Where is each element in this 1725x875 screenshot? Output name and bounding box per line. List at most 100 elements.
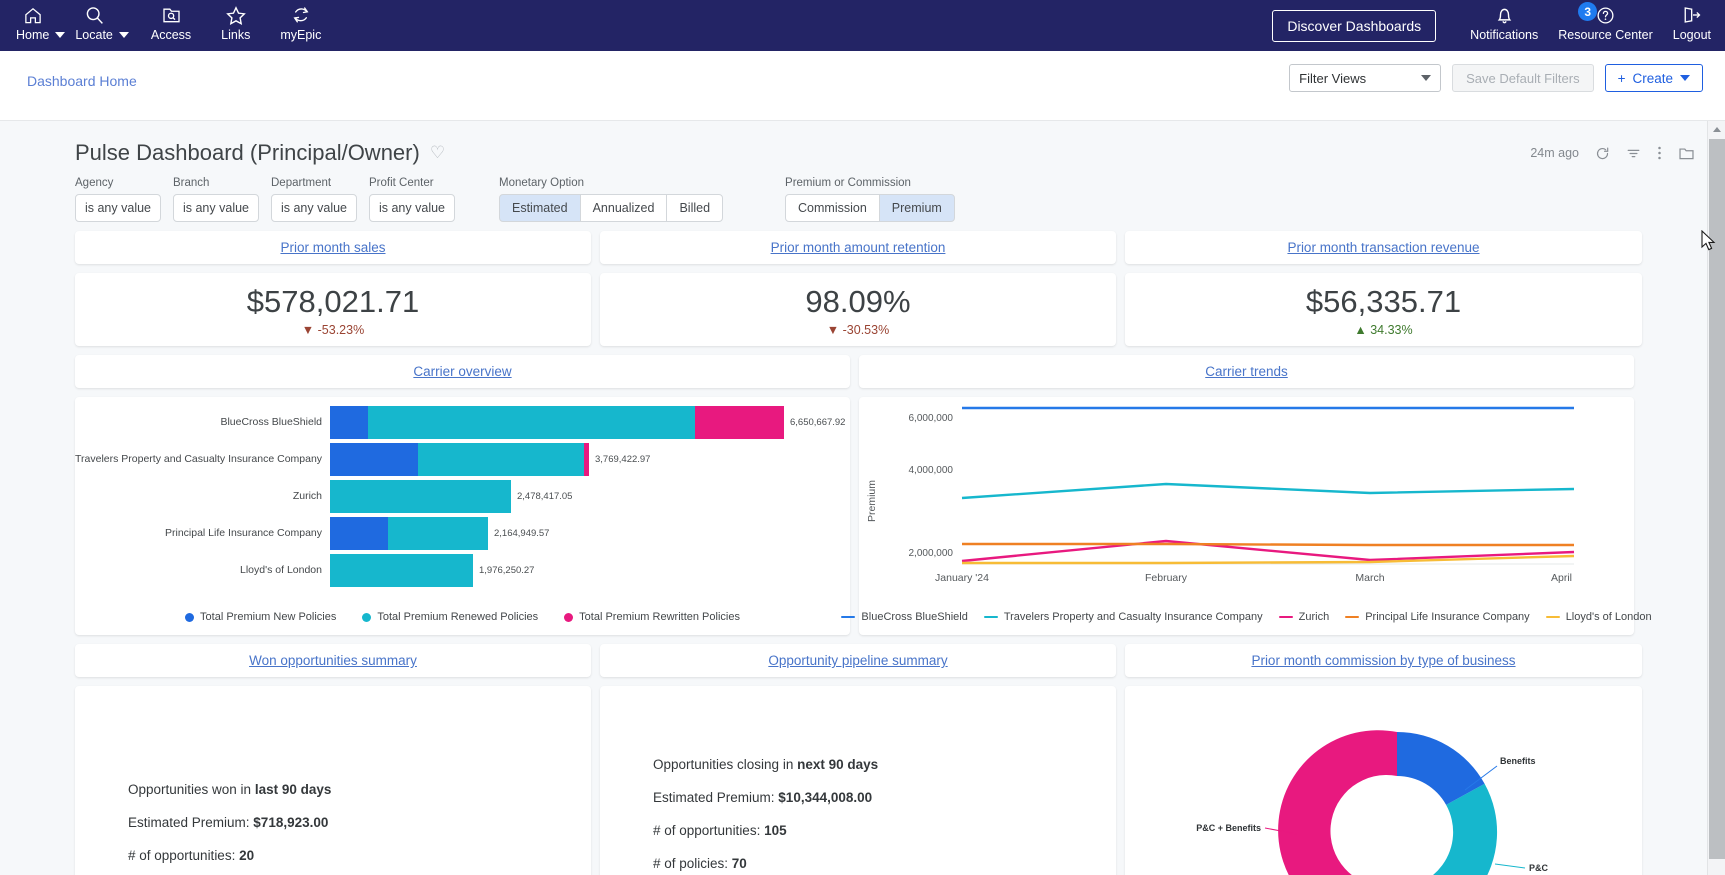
- nav-item-home[interactable]: Home: [6, 0, 59, 43]
- folder-icon[interactable]: [1678, 146, 1695, 161]
- filter-icon[interactable]: [1626, 146, 1641, 161]
- chevron-down-icon-home[interactable]: [55, 32, 66, 38]
- bar-row[interactable]: Lloyd's of London 1,976,250.27: [75, 553, 850, 587]
- kpi-delta-value-prior-month-transaction-revenue: 34.33%: [1370, 322, 1413, 337]
- filter-views-select-value: Filter Views: [1299, 70, 1367, 86]
- bar-segment-renewed: [368, 405, 695, 439]
- bar-row[interactable]: Principal Life Insurance Company 2,164,9…: [75, 516, 850, 550]
- bar-segment-new: [330, 405, 368, 439]
- donut-callout-label-benefits: Benefits: [1500, 756, 1536, 766]
- legend-item[interactable]: Travelers Property and Casualty Insuranc…: [983, 611, 1263, 623]
- carrier-title-row: Carrier overview Carrier trends: [75, 355, 1666, 388]
- line-chart-plot-area: Premium 6,000,000 4,000,000 2,000,000: [859, 401, 1634, 601]
- filter-monetary-option: Monetary Option Estimated Annualized Bil…: [499, 177, 724, 222]
- filter-views-select[interactable]: Filter Views: [1289, 64, 1442, 92]
- line-series-zurich: [961, 539, 1575, 563]
- won-summary-line-2b: $718,923.00: [253, 815, 329, 830]
- nav-item-access[interactable]: Access: [141, 0, 201, 43]
- tile-title-won-opportunities-summary: Won opportunities summary: [75, 644, 591, 677]
- kebab-menu-icon[interactable]: [1657, 145, 1662, 161]
- bar-segment-rewritten: [584, 442, 589, 476]
- legend-item[interactable]: Lloyd's of London: [1545, 611, 1652, 623]
- monetary-option-estimated[interactable]: Estimated: [499, 194, 581, 222]
- chevron-down-icon-locate[interactable]: [118, 32, 129, 38]
- bar-row[interactable]: BlueCross BlueShield 6,650,667.92: [75, 405, 850, 439]
- heart-icon[interactable]: ♡: [429, 143, 446, 162]
- donut-callout-line-pc: [1494, 863, 1526, 869]
- vertical-scrollbar[interactable]: [1707, 121, 1725, 875]
- legend-label: Total Premium New Policies: [200, 611, 337, 623]
- x-tick-label: January '24: [935, 572, 989, 584]
- monetary-option-annualized[interactable]: Annualized: [579, 194, 668, 222]
- nav-item-home-label: Home: [16, 28, 50, 42]
- pipeline-summary-line-4b: 70: [731, 856, 747, 871]
- nav-item-links-label: Links: [221, 28, 251, 42]
- bar-label: Zurich: [292, 490, 322, 502]
- link-prior-month-sales[interactable]: Prior month sales: [280, 240, 386, 255]
- chart-carrier-trends[interactable]: Premium 6,000,000 4,000,000 2,000,000: [841, 397, 1652, 635]
- premium-or-commission-commission[interactable]: Commission: [785, 194, 880, 222]
- nav-item-logout[interactable]: Logout: [1663, 0, 1721, 43]
- link-carrier-overview[interactable]: Carrier overview: [413, 364, 512, 379]
- bar-segment-new: [330, 516, 388, 550]
- panel-won-opportunities-summary[interactable]: Opportunities won in last 90 days Estima…: [75, 686, 591, 875]
- scroll-up-arrow-icon[interactable]: [1708, 121, 1725, 137]
- legend-item[interactable]: Total Premium Rewritten Policies: [564, 611, 740, 623]
- breadcrumb-dashboard-home[interactable]: Dashboard Home: [27, 73, 137, 89]
- bar-row[interactable]: Zurich 2,478,417.05: [75, 479, 850, 513]
- link-won-opportunities-summary[interactable]: Won opportunities summary: [249, 653, 417, 668]
- link-carrier-trends[interactable]: Carrier trends: [1205, 364, 1288, 379]
- link-prior-month-transaction-revenue[interactable]: Prior month transaction revenue: [1287, 240, 1480, 255]
- bar-row[interactable]: Travelers Property and Casualty Insuranc…: [75, 442, 850, 476]
- bar-total-label: 1,976,250.27: [479, 564, 535, 576]
- legend-item[interactable]: Zurich: [1278, 611, 1329, 623]
- legend-item[interactable]: Total Premium New Policies: [185, 611, 336, 623]
- bar-track: 6,650,667.92: [330, 405, 850, 439]
- nav-group-home[interactable]: Home: [6, 0, 66, 43]
- legend-swatch-icon: [983, 615, 998, 619]
- link-opportunity-pipeline-summary[interactable]: Opportunity pipeline summary: [768, 653, 948, 668]
- create-button[interactable]: + Create: [1604, 64, 1703, 92]
- bar-segment-new: [330, 442, 418, 476]
- monetary-option-billed[interactable]: Billed: [666, 194, 724, 222]
- filter-agency-input[interactable]: is any value: [75, 194, 161, 222]
- pipeline-summary-line-1a: Opportunities closing in: [653, 757, 798, 772]
- chart-prior-month-commission-by-type-of-business[interactable]: Benefits P&C P&C + Benefits: [1125, 686, 1642, 875]
- legend-item[interactable]: BlueCross BlueShield: [841, 611, 968, 623]
- x-tick-label: March: [1355, 572, 1384, 584]
- nav-item-myepic[interactable]: myEpic: [270, 0, 331, 43]
- line-series-travelers: [961, 482, 1575, 500]
- nav-item-notifications-label: Notifications: [1470, 28, 1539, 42]
- nav-item-resource-center[interactable]: 3 Resource Center: [1548, 0, 1663, 43]
- filter-premium-or-commission: Premium or Commission Commission Premium: [785, 177, 955, 222]
- kpi-value-prior-month-sales: $578,021.71: [246, 283, 420, 319]
- legend-item[interactable]: Total Premium Renewed Policies: [362, 611, 538, 623]
- page-title-text: Pulse Dashboard (Principal/Owner): [75, 140, 420, 165]
- nav-item-notifications[interactable]: Notifications: [1460, 0, 1548, 43]
- legend-item[interactable]: Principal Life Insurance Company: [1345, 611, 1530, 623]
- nav-item-links[interactable]: Links: [211, 0, 260, 43]
- legend-label: Travelers Property and Casualty Insuranc…: [1003, 611, 1263, 623]
- save-default-filters-button[interactable]: Save Default Filters: [1452, 64, 1594, 92]
- question-icon: [1595, 4, 1616, 26]
- filter-branch-input[interactable]: is any value: [173, 194, 259, 222]
- nav-group-locate[interactable]: Locate: [65, 0, 129, 43]
- legend-swatch-icon: [1278, 615, 1293, 619]
- chart-carrier-overview[interactable]: BlueCross BlueShield 6,650,667.92 Travel…: [75, 397, 850, 635]
- link-prior-month-commission[interactable]: Prior month commission by type of busine…: [1251, 653, 1516, 668]
- refresh-icon[interactable]: [1595, 146, 1610, 161]
- y-axis-label: Premium: [866, 480, 878, 522]
- premium-or-commission-premium[interactable]: Premium: [878, 194, 955, 222]
- panel-opportunity-pipeline-summary[interactable]: Opportunities closing in next 90 days Es…: [600, 686, 1116, 875]
- discover-dashboards-button[interactable]: Discover Dashboards: [1272, 10, 1437, 42]
- bar-total-label: 3,769,422.97: [595, 453, 651, 465]
- bar-label: BlueCross BlueShield: [220, 416, 322, 428]
- won-summary-line-1a: Opportunities won in: [128, 782, 255, 797]
- link-prior-month-amount-retention[interactable]: Prior month amount retention: [770, 240, 946, 255]
- nav-item-locate[interactable]: Locate: [65, 0, 123, 43]
- filter-profit-center-input[interactable]: is any value: [369, 194, 455, 222]
- filter-department-input[interactable]: is any value: [271, 194, 357, 222]
- scrollbar-thumb[interactable]: [1709, 139, 1725, 859]
- y-tick-label: 4,000,000: [909, 465, 954, 476]
- x-tick-label: February: [1145, 572, 1188, 584]
